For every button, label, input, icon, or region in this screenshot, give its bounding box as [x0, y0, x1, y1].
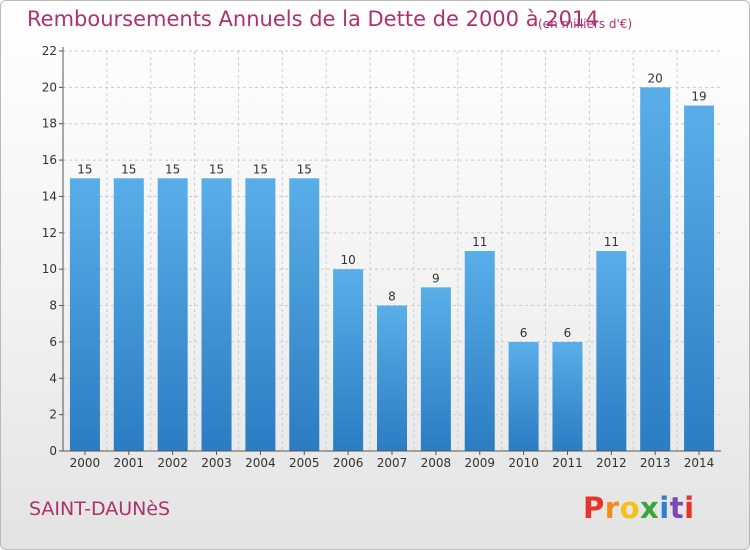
- y-tick-label-22: 22: [42, 44, 57, 58]
- x-tick-label-2012: 2012: [596, 456, 627, 470]
- x-tick-label-2006: 2006: [333, 456, 364, 470]
- value-label-2000: 15: [77, 162, 92, 176]
- y-tick-label-0: 0: [49, 444, 57, 458]
- bar-2005: [289, 178, 320, 452]
- value-label-2002: 15: [165, 162, 180, 176]
- logo-letter-2: o: [619, 491, 641, 525]
- value-label-2010: 6: [520, 326, 528, 340]
- x-tick-label-2003: 2003: [201, 456, 232, 470]
- y-tick-label-4: 4: [49, 371, 57, 385]
- bar-2011: [552, 341, 583, 451]
- x-tick-label-2008: 2008: [421, 456, 452, 470]
- x-tick-label-2004: 2004: [245, 456, 276, 470]
- y-tick-label-12: 12: [42, 226, 57, 240]
- value-label-2012: 11: [604, 235, 619, 249]
- x-tick-label-2007: 2007: [377, 456, 408, 470]
- y-tick-label-10: 10: [42, 262, 57, 276]
- y-tick-label-18: 18: [42, 117, 57, 131]
- logo-letter-3: x: [640, 491, 660, 525]
- y-tick-label-16: 16: [42, 153, 57, 167]
- x-tick-label-2001: 2001: [114, 456, 145, 470]
- bar-2013: [640, 87, 671, 451]
- bar-2004: [245, 178, 276, 452]
- x-tick-label-2009: 2009: [464, 456, 495, 470]
- bar-2007: [377, 305, 407, 451]
- x-tick-label-2010: 2010: [508, 456, 539, 470]
- x-tick-label-2002: 2002: [157, 456, 188, 470]
- value-label-2007: 8: [388, 290, 396, 304]
- bar-2000: [69, 178, 100, 452]
- value-label-2008: 9: [432, 271, 440, 285]
- bar-2012: [596, 251, 627, 451]
- value-label-2006: 10: [340, 253, 355, 267]
- x-tick-label-2000: 2000: [70, 456, 101, 470]
- logo-letter-5: t: [669, 491, 685, 525]
- bar-2010: [508, 341, 539, 451]
- x-tick-label-2005: 2005: [289, 456, 320, 470]
- bar-2003: [201, 178, 232, 452]
- logo-letter-6: i: [684, 491, 695, 525]
- x-tick-label-2014: 2014: [684, 456, 715, 470]
- y-tick-label-20: 20: [42, 80, 57, 94]
- logo-letter-0: P: [583, 491, 605, 525]
- x-tick-label-2011: 2011: [552, 456, 583, 470]
- value-label-2014: 19: [691, 90, 706, 104]
- value-label-2003: 15: [209, 162, 224, 176]
- x-tick-label-2013: 2013: [640, 456, 671, 470]
- value-label-2013: 20: [648, 71, 663, 85]
- proxiti-logo: Proxiti: [583, 491, 695, 525]
- y-tick-label-6: 6: [49, 335, 57, 349]
- logo-letter-4: i: [659, 491, 670, 525]
- logo-letter-1: r: [604, 491, 620, 525]
- y-tick-label-8: 8: [49, 299, 57, 313]
- axes: [59, 47, 721, 455]
- value-label-2001: 15: [121, 162, 136, 176]
- bar-2001: [113, 178, 144, 452]
- commune-name: SAINT-DAUNèS: [29, 498, 171, 520]
- value-label-2009: 11: [472, 235, 487, 249]
- chart-title: Remboursements Annuels de la Dette de 20…: [27, 7, 599, 31]
- value-label-2011: 6: [564, 326, 572, 340]
- bar-2008: [420, 287, 451, 451]
- labels: 0 2 4 6 8 10 12 14 16 18 20 22 15 2000 15 2001 15 2002 15 2…: [42, 44, 715, 470]
- chart-subtitle: (en milliers d'€): [538, 17, 633, 31]
- y-tick-label-14: 14: [42, 189, 57, 203]
- bar-2006: [333, 269, 364, 451]
- bar-2002: [157, 178, 188, 452]
- value-label-2004: 15: [253, 162, 268, 176]
- bar-2009: [464, 251, 495, 451]
- value-label-2005: 15: [297, 162, 312, 176]
- bar-2014: [684, 105, 715, 451]
- y-tick-label-2: 2: [49, 408, 57, 422]
- bars: [69, 87, 715, 452]
